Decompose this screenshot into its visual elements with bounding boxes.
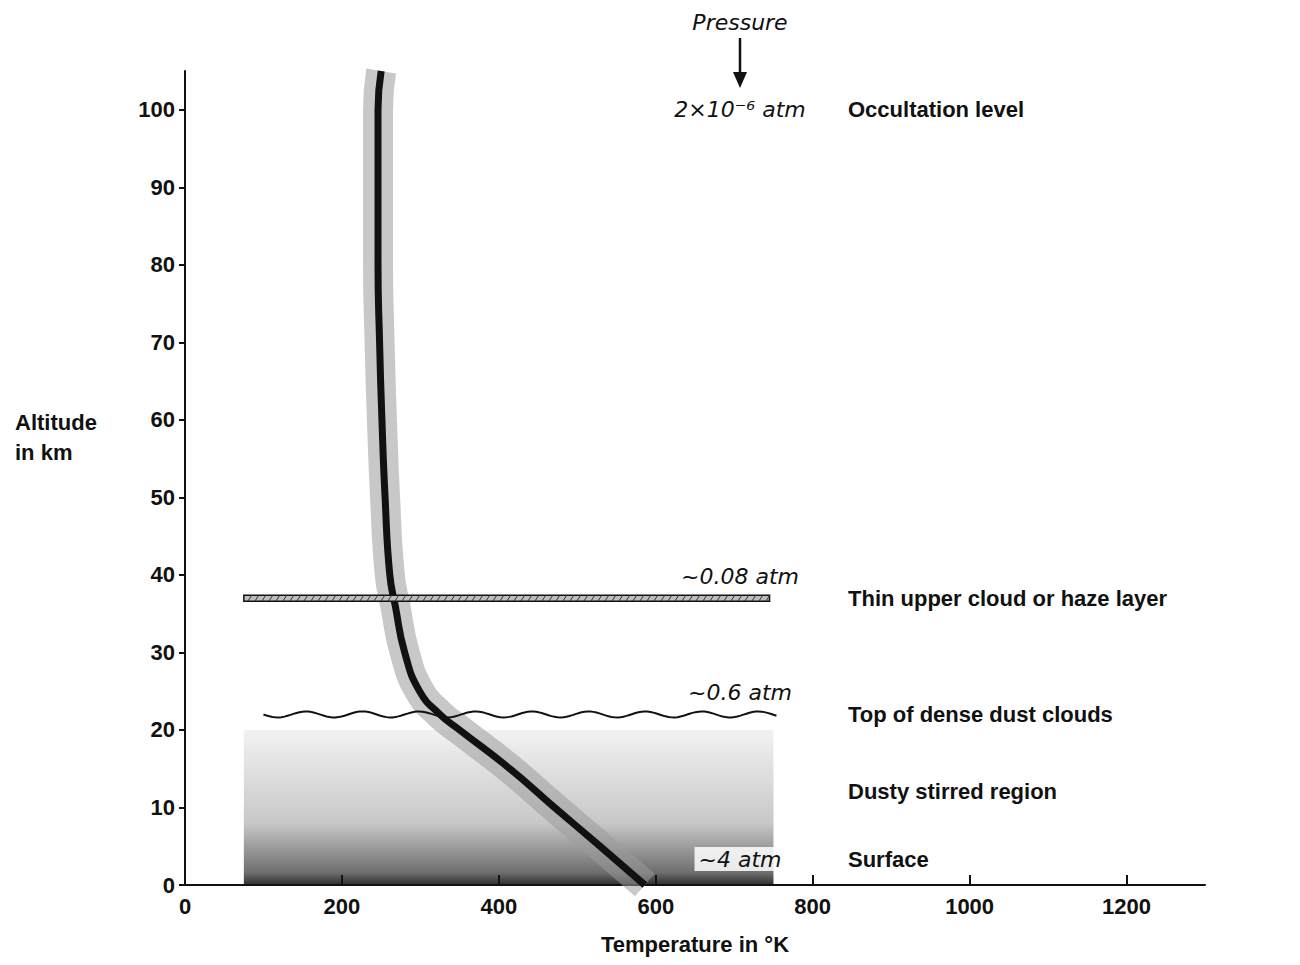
svg-text:Altitude: Altitude: [15, 410, 97, 435]
svg-text:1200: 1200: [1102, 894, 1151, 919]
svg-text:80: 80: [151, 252, 175, 277]
svg-text:60: 60: [151, 407, 175, 432]
svg-text:90: 90: [151, 175, 175, 200]
svg-text:~0.6 atm: ~0.6 atm: [688, 680, 792, 705]
svg-text:600: 600: [637, 894, 674, 919]
svg-text:0: 0: [179, 894, 191, 919]
svg-text:20: 20: [151, 717, 175, 742]
svg-text:400: 400: [480, 894, 517, 919]
svg-text:~0.08 atm: ~0.08 atm: [681, 564, 799, 589]
svg-text:Dusty stirred region: Dusty stirred region: [848, 779, 1057, 804]
svg-text:50: 50: [151, 485, 175, 510]
svg-text:Surface: Surface: [848, 847, 929, 872]
svg-text:800: 800: [794, 894, 831, 919]
svg-text:1000: 1000: [945, 894, 994, 919]
svg-text:~4 atm: ~4 atm: [699, 847, 782, 872]
svg-text:Top of dense dust clouds: Top of dense dust clouds: [848, 702, 1113, 727]
svg-text:70: 70: [151, 330, 175, 355]
svg-text:200: 200: [324, 894, 361, 919]
svg-text:in km: in km: [15, 440, 72, 465]
svg-text:Temperature in °K: Temperature in °K: [601, 932, 789, 957]
svg-text:100: 100: [138, 97, 175, 122]
svg-text:30: 30: [151, 640, 175, 665]
svg-text:40: 40: [151, 562, 175, 587]
svg-text:Occultation level: Occultation level: [848, 97, 1024, 122]
svg-text:0: 0: [163, 873, 175, 898]
svg-text:Thin upper cloud or haze layer: Thin upper cloud or haze layer: [848, 586, 1167, 611]
svg-text:2×10⁻⁶ atm: 2×10⁻⁶ atm: [674, 97, 805, 122]
svg-text:Pressure: Pressure: [692, 10, 787, 35]
svg-text:10: 10: [151, 795, 175, 820]
